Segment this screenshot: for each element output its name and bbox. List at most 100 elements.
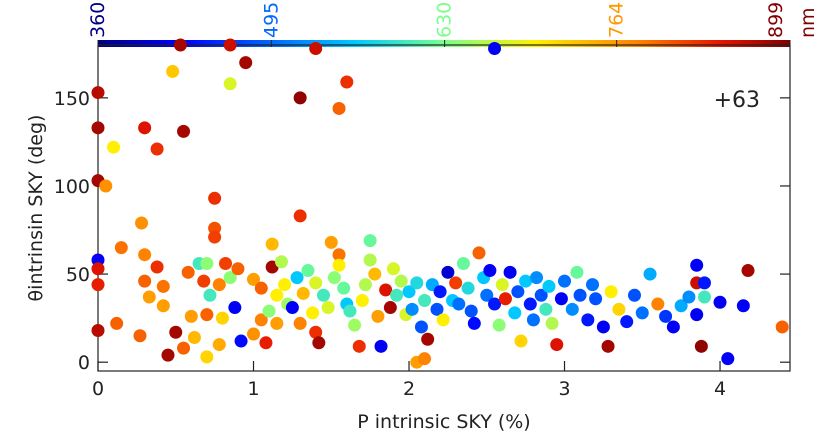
point	[332, 248, 346, 262]
point	[332, 258, 346, 272]
point	[573, 288, 587, 302]
point	[212, 338, 226, 352]
point	[223, 271, 237, 285]
point	[99, 179, 113, 193]
point	[306, 306, 320, 320]
point	[203, 288, 217, 302]
point	[309, 325, 323, 339]
point	[456, 257, 470, 271]
point	[296, 286, 310, 300]
point	[418, 352, 432, 366]
point	[441, 265, 455, 279]
point	[627, 288, 641, 302]
point	[135, 216, 149, 230]
point	[91, 121, 105, 135]
point	[651, 297, 665, 311]
point	[430, 302, 444, 316]
point	[91, 278, 105, 292]
point	[150, 142, 164, 156]
point	[690, 258, 704, 272]
colorbar-tick-label: 360	[87, 2, 109, 38]
point	[219, 257, 233, 271]
point	[488, 42, 502, 56]
point	[433, 285, 447, 299]
point	[570, 265, 584, 279]
point	[91, 262, 105, 276]
point	[736, 299, 750, 313]
point	[278, 278, 292, 292]
point	[177, 124, 191, 138]
point	[596, 320, 610, 334]
point	[309, 42, 323, 56]
point	[352, 339, 366, 353]
point	[539, 302, 553, 316]
x-tick-label: 1	[247, 378, 259, 400]
x-tick-label: 0	[92, 378, 104, 400]
point	[604, 285, 618, 299]
point	[530, 271, 544, 285]
point	[467, 316, 481, 330]
point	[254, 281, 268, 295]
point	[138, 248, 152, 262]
point	[200, 350, 214, 364]
point	[534, 288, 548, 302]
point	[312, 336, 326, 350]
point	[265, 237, 279, 251]
y-tick-label: 100	[54, 176, 90, 198]
point	[234, 334, 248, 348]
x-tick-label: 4	[714, 378, 726, 400]
point	[383, 301, 397, 315]
y-axis-label: θintrinsin SKY (deg)	[25, 115, 47, 302]
point	[332, 101, 346, 115]
point	[187, 331, 201, 345]
point	[110, 316, 124, 330]
point	[316, 288, 330, 302]
point	[142, 290, 156, 304]
point	[674, 299, 688, 313]
point	[721, 352, 735, 366]
point	[91, 86, 105, 100]
point	[91, 323, 105, 337]
point	[181, 265, 195, 279]
point	[436, 313, 450, 327]
x-tick-label: 2	[403, 378, 415, 400]
point	[519, 274, 533, 288]
point	[200, 308, 214, 322]
point	[690, 308, 704, 322]
point	[228, 301, 242, 315]
point	[169, 325, 183, 339]
point	[775, 320, 789, 334]
point	[414, 320, 428, 334]
point	[410, 276, 424, 290]
point	[514, 334, 528, 348]
y-tick-label: 50	[66, 264, 90, 286]
point	[402, 285, 416, 299]
point	[480, 288, 494, 302]
x-axis-label: P intrinsic SKY (%)	[357, 411, 530, 433]
point	[461, 281, 475, 295]
point	[321, 301, 335, 315]
point	[659, 309, 673, 323]
point	[511, 285, 525, 299]
point	[161, 348, 175, 362]
point	[526, 313, 540, 327]
y-tick-label: 0	[78, 352, 90, 374]
point	[262, 304, 276, 318]
point	[223, 38, 237, 52]
point	[483, 264, 497, 278]
point	[327, 271, 341, 285]
point	[589, 292, 603, 306]
colorbar-unit: nm	[797, 7, 819, 38]
point	[542, 279, 556, 293]
point	[290, 271, 304, 285]
point	[293, 91, 307, 105]
point	[492, 318, 506, 332]
point	[184, 309, 198, 323]
point	[343, 304, 357, 318]
point	[231, 262, 245, 276]
point	[741, 264, 755, 278]
point	[177, 341, 191, 355]
point	[498, 292, 512, 306]
point	[166, 64, 180, 78]
plot-frame	[97, 44, 791, 372]
